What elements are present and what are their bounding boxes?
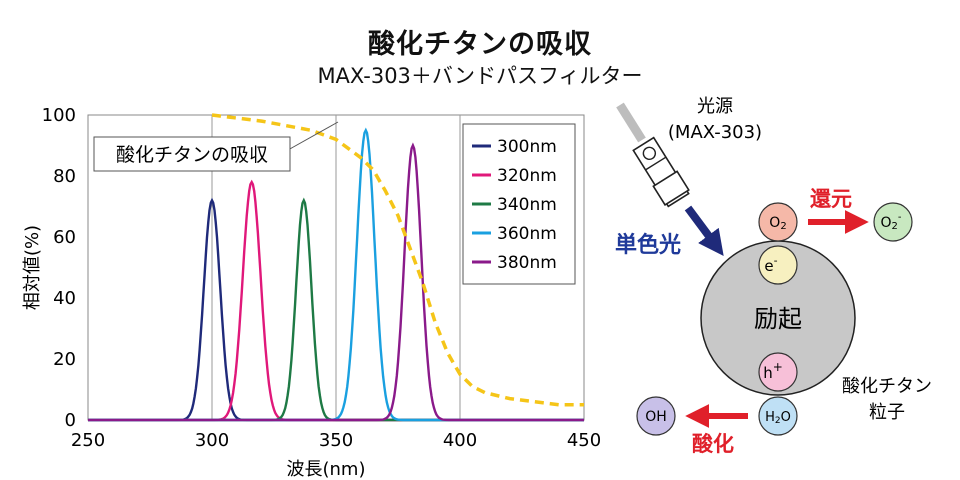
x-tick-label: 450 xyxy=(567,430,600,451)
x-tick-label: 400 xyxy=(443,430,477,451)
light-source-icon xyxy=(616,102,690,208)
chart-title: 酸化チタンの吸収 xyxy=(368,29,592,60)
hydroxyl-bubble xyxy=(636,396,676,436)
annotation-box xyxy=(93,136,291,172)
x-tick-label: 350 xyxy=(319,430,353,451)
legend-label: 300nm xyxy=(497,137,557,157)
light-arrow xyxy=(684,205,724,256)
water-bubble xyxy=(758,396,798,436)
hole-bubble xyxy=(758,352,798,392)
absorption-chart: 250 300 350 400 450 0 20 40 60 80 100 波長(nm) 相対値(%) 酸… xyxy=(22,105,600,480)
annotation-leader xyxy=(287,121,339,151)
oxygen-bubble xyxy=(758,202,798,242)
y-tick-label: 0 xyxy=(65,410,76,431)
annotation-label: 酸化チタンの吸収 xyxy=(116,144,268,166)
legend-label: 380nm xyxy=(497,253,557,273)
series-line-380nm xyxy=(88,142,584,422)
light-source-label: 光源 xyxy=(697,96,733,117)
particle-name-line2: 粒子 xyxy=(869,402,905,423)
monochromatic-light-label: 単色光 xyxy=(615,232,681,258)
chart-subtitle: MAX-303＋バンドパスフィルター xyxy=(317,64,643,88)
water-label: H2O xyxy=(765,410,791,426)
legend-label: 340nm xyxy=(497,195,557,215)
absorption-curve xyxy=(211,113,584,407)
legend-label: 360nm xyxy=(497,224,557,244)
particle-name-line1: 酸化チタン xyxy=(842,376,932,397)
superoxide-bubble xyxy=(873,202,913,242)
y-tick-label: 60 xyxy=(53,227,76,248)
electron-bubble xyxy=(758,245,798,285)
oxidation-label: 酸化 xyxy=(692,432,734,456)
hydroxyl-label: OH xyxy=(645,409,667,425)
y-tick-label: 100 xyxy=(42,105,76,126)
reduction-label: 還元 xyxy=(810,187,852,211)
y-tick-label: 40 xyxy=(53,288,76,309)
x-tick-label: 250 xyxy=(71,430,105,451)
y-tick-label: 20 xyxy=(53,349,76,370)
excitation-label: 励起 xyxy=(754,305,802,333)
y-axis-label: 相対値(%) xyxy=(22,225,43,310)
light-source-model: (MAX-303) xyxy=(668,122,762,143)
y-tick-label: 80 xyxy=(53,166,76,187)
legend-label: 320nm xyxy=(497,166,557,186)
x-axis-label: 波長(nm) xyxy=(287,459,366,480)
x-tick-label: 300 xyxy=(195,430,229,451)
